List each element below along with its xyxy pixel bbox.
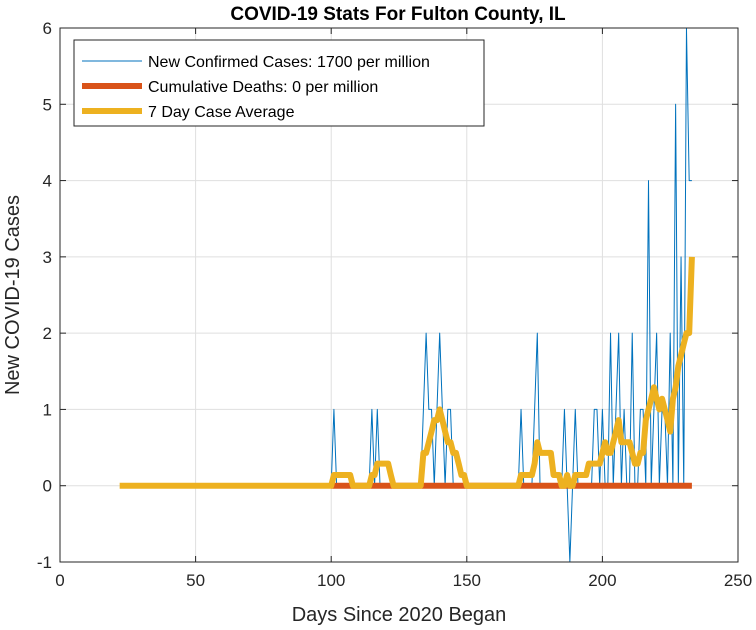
y-tick-label: 0 (43, 477, 52, 496)
x-tick-label: 200 (588, 571, 616, 590)
y-tick-label: 5 (43, 95, 52, 114)
y-tick-label: 2 (43, 324, 52, 343)
y-tick-label: 1 (43, 400, 52, 419)
legend-label-deaths: Cumulative Deaths: 0 per million (148, 79, 378, 96)
y-tick-label: 6 (43, 19, 52, 38)
series-7-day-average (119, 256, 695, 489)
legend: New Confirmed Cases: 1700 per million Cu… (73, 39, 485, 127)
series-layer (119, 27, 695, 563)
x-tick-label: 250 (724, 571, 752, 590)
chart-title: COVID-19 Stats For Fulton County, IL (230, 4, 566, 25)
axes-box (59, 27, 739, 563)
x-tick-label: 0 (55, 571, 64, 590)
x-tick-label: 50 (186, 571, 205, 590)
x-tick-label: 150 (453, 571, 481, 590)
y-axis-label: New COVID-19 Cases (2, 195, 24, 395)
legend-box (73, 39, 485, 127)
x-axis-label: Days Since 2020 Began (292, 604, 507, 626)
x-tick-label: 100 (317, 571, 345, 590)
legend-label-average: 7 Day Case Average (148, 104, 295, 121)
legend-label-new-cases: New Confirmed Cases: 1700 per million (148, 54, 430, 71)
y-tick-label: 4 (43, 172, 52, 191)
y-tick-label: 3 (43, 248, 52, 267)
y-tick-label: -1 (37, 553, 52, 572)
